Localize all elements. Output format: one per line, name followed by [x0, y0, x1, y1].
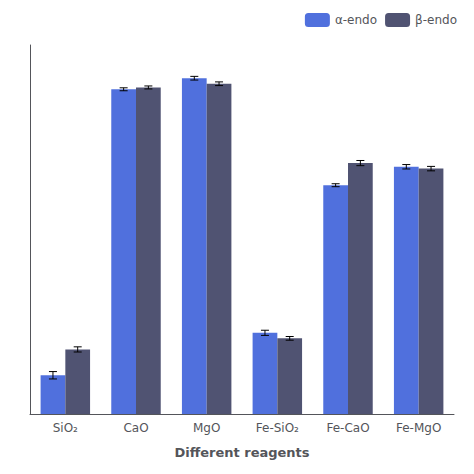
- svg-text:Fe-CaO: Fe-CaO: [326, 421, 369, 435]
- svg-text:CaO: CaO: [123, 421, 148, 435]
- svg-text:SiO₂: SiO₂: [53, 421, 78, 435]
- svg-text:β-endo: β-endo: [415, 13, 457, 27]
- svg-text:α-endo: α-endo: [335, 13, 377, 27]
- svg-text:Fe-MgO: Fe-MgO: [396, 421, 441, 435]
- svg-text:Different reagents: Different reagents: [174, 445, 309, 460]
- svg-text:Fe-SiO₂: Fe-SiO₂: [256, 421, 299, 435]
- svg-text:MgO: MgO: [193, 421, 220, 435]
